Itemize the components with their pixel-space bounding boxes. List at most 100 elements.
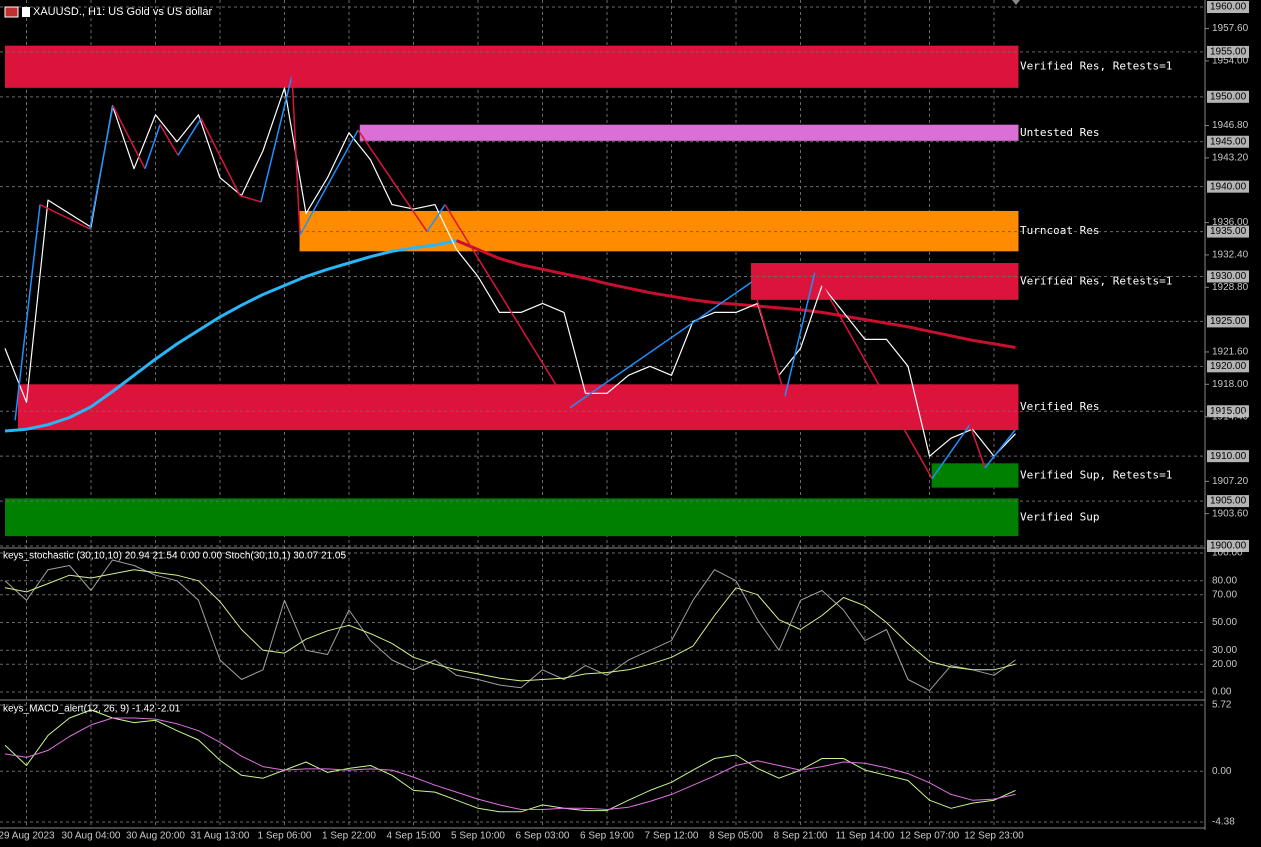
price-level-label: 1945.00	[1210, 136, 1247, 147]
zigzag-segment	[984, 429, 1016, 469]
moving-average	[455, 239, 1016, 349]
zigzag-segment	[299, 129, 359, 236]
price-level-box	[1207, 405, 1249, 418]
x-tick-label: 30 Aug 04:00	[62, 831, 121, 842]
price-level-label: 1905.00	[1210, 496, 1247, 507]
x-tick-label: 8 Sep 21:00	[774, 831, 828, 842]
chart-title: XAUUSD., H1: US Gold vs US dollar	[33, 6, 212, 18]
zigzag-segment	[751, 281, 786, 397]
sr-zone	[299, 210, 1019, 252]
plot-layer: Verified Res, Retests=1 Untested Res Turnc…	[0, 0, 1205, 828]
zigzag-segment	[112, 105, 146, 170]
y-tick-label: 0.00	[1212, 687, 1232, 698]
y-tick-label: 1936.00	[1212, 217, 1249, 228]
zigzag-segment	[159, 124, 179, 156]
sr-zone	[5, 45, 1019, 88]
price-level-label: 1940.00	[1210, 181, 1247, 192]
x-tick-label: 6 Sep 03:00	[516, 831, 570, 842]
y-tick-label: 100.00	[1212, 548, 1243, 559]
price-level-label: 1900.00	[1210, 541, 1247, 552]
x-tick-label: 1 Sep 22:00	[322, 831, 376, 842]
stochastic-title: keys_stochastic (30,10,10) 20.94 21.54 0…	[3, 551, 346, 562]
zigzag-segment	[260, 75, 293, 203]
x-tick-label: 7 Sep 12:00	[645, 831, 699, 842]
price-level-label: 1925.00	[1210, 316, 1247, 327]
zigzag-segment	[291, 75, 301, 236]
x-tick-label: 11 Sep 14:00	[836, 831, 895, 842]
zigzag-segment	[177, 117, 202, 156]
y-tick-label: 80.00	[1212, 575, 1237, 586]
zone-label: Verified Res, Retests=1	[1020, 60, 1172, 73]
y-tick-label: 1946.80	[1212, 120, 1249, 131]
zigzag-segment	[144, 124, 161, 169]
zigzag-segment	[39, 203, 91, 230]
y-tick-label: 1907.20	[1212, 476, 1249, 487]
sr-zone	[931, 463, 1019, 488]
sr-zone	[17, 384, 1019, 431]
price-level-label: 1920.00	[1210, 361, 1247, 372]
y-tick-label: 0.00	[1212, 766, 1232, 777]
price-level-label: 1950.00	[1210, 91, 1247, 102]
x-tick-label: 8 Sep 05:00	[709, 831, 763, 842]
y-tick-label: 1954.00	[1212, 56, 1249, 67]
y-tick-label: 30.00	[1212, 645, 1237, 656]
price-level-label: 1960.00	[1210, 2, 1247, 13]
zigzag-segment	[426, 204, 446, 233]
y-tick-label: 70.00	[1212, 589, 1237, 600]
zone-label: Verified Res	[1020, 400, 1099, 413]
shift-marker	[1012, 0, 1020, 5]
zigzag-segment	[784, 271, 816, 397]
price-level-box	[1207, 1, 1249, 13]
zigzag-segment	[444, 204, 571, 409]
y-tick-label: 1903.60	[1212, 508, 1249, 519]
x-tick-label: 6 Sep 19:00	[580, 831, 634, 842]
price-level-label: 1935.00	[1210, 226, 1247, 237]
price-level-box	[1207, 180, 1249, 193]
price-level-box	[1207, 270, 1249, 283]
sr-zone	[5, 498, 1019, 537]
price-level-box	[1207, 225, 1249, 238]
price-level-box	[1207, 45, 1249, 58]
price-level-box	[1207, 495, 1249, 508]
price-level-label: 1915.00	[1210, 406, 1247, 417]
price-line	[4, 87, 1016, 457]
moving-average	[4, 239, 457, 433]
y-tick-label: 1928.80	[1212, 282, 1249, 293]
y-tick-label: 5.72	[1212, 700, 1232, 711]
zigzag-segment	[357, 129, 428, 233]
y-tick-label: 50.00	[1212, 617, 1237, 628]
y-tick-label: 20.00	[1212, 659, 1237, 670]
zigzag-segment	[569, 281, 753, 409]
x-tick-label: 31 Aug 13:00	[191, 831, 250, 842]
macd-title: keys_MACD_alert(12, 26, 9) -1.42 -2.01	[3, 704, 181, 715]
price-level-box	[1207, 315, 1249, 328]
zigzag-segment	[89, 105, 114, 230]
zone-label: Untested Res	[1020, 126, 1099, 139]
zigzag-segment	[931, 424, 971, 480]
price-level-label: 1930.00	[1210, 271, 1247, 282]
x-tick-label: 5 Sep 10:00	[451, 831, 505, 842]
y-tick-label: 1921.60	[1212, 347, 1249, 358]
x-tick-label: 12 Sep 23:00	[964, 831, 1024, 842]
indicator-line	[4, 569, 1016, 682]
zigzag-segment	[814, 271, 933, 479]
symbol-icon	[4, 6, 19, 18]
price-level-box	[1207, 135, 1249, 148]
chart-type-icon	[22, 7, 30, 17]
y-tick-label: 1914.40	[1212, 411, 1249, 422]
price-level-label: 1955.00	[1210, 47, 1247, 58]
y-tick-label: 1943.20	[1212, 153, 1249, 164]
price-level-box	[1207, 360, 1249, 373]
price-level-box	[1207, 90, 1249, 103]
x-tick-label: 30 Aug 20:00	[126, 831, 185, 842]
sr-zone	[359, 124, 1019, 141]
price-level-box	[1207, 540, 1249, 552]
zigzag-segment	[200, 118, 241, 196]
indicator-line	[4, 709, 1016, 813]
price-level-label: 1910.00	[1210, 451, 1247, 462]
zigzag-segment	[239, 194, 262, 203]
price-level-box	[1207, 450, 1249, 463]
zone-label: Verified Res, Retests=1	[1020, 274, 1172, 287]
x-tick-label: 29 Aug 2023	[0, 831, 55, 842]
